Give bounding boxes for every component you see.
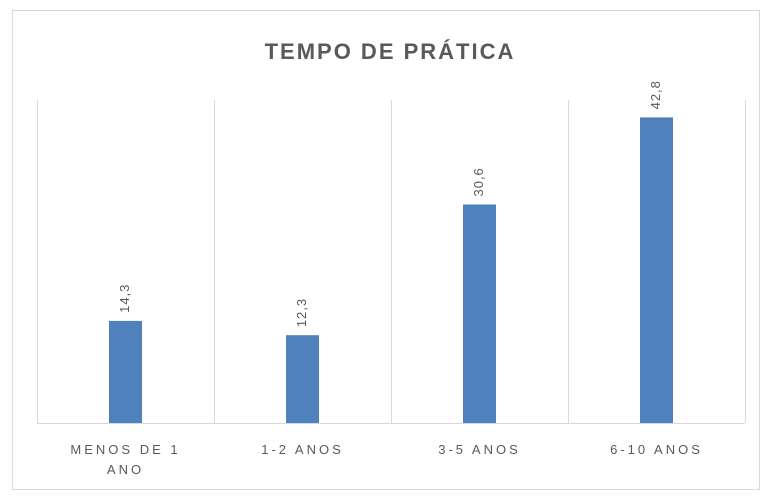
bar	[640, 117, 673, 424]
x-tick-label: 3-5 ANOS	[438, 442, 521, 457]
x-tick-label: 1-2 ANOS	[261, 442, 344, 457]
x-tick-label: 6-10 ANOS	[610, 442, 703, 457]
bar	[286, 335, 319, 423]
value-label: 30,6	[471, 167, 486, 196]
value-label: 42,8	[648, 80, 663, 109]
x-tick-label: MENOS DE 1 ANO	[70, 442, 181, 477]
bar	[463, 204, 496, 423]
chart-title: TEMPO DE PRÁTICA	[265, 39, 516, 64]
bar	[109, 320, 142, 423]
value-label: 12,3	[294, 298, 309, 327]
value-label: 14,3	[117, 284, 132, 313]
